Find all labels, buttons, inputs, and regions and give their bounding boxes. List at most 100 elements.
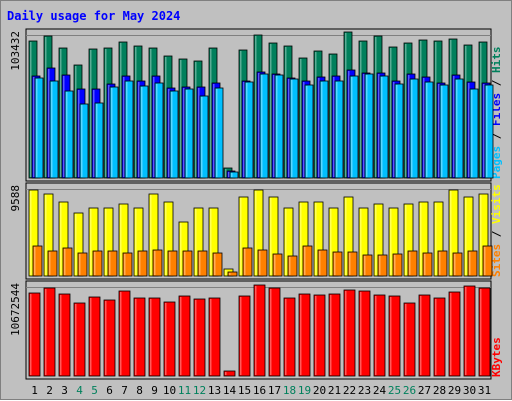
bar-highlight	[345, 33, 347, 177]
bar-pages-day-7	[124, 80, 134, 179]
bar-highlight	[60, 203, 62, 275]
bar-pages-day-6	[109, 86, 119, 179]
bar-highlight	[390, 48, 392, 177]
bar-highlight	[450, 191, 452, 275]
legend-part: Sites	[490, 244, 503, 277]
x-tick-label: 20	[313, 384, 326, 397]
bar-highlight	[259, 251, 261, 275]
bar-highlight	[45, 195, 47, 275]
bar-kbytes-day-18	[283, 297, 296, 377]
bar-pages-day-24	[379, 75, 389, 179]
bar-highlight	[405, 304, 407, 375]
bar-highlight	[198, 88, 200, 177]
bar-highlight	[124, 254, 126, 275]
bar-pages-day-22	[349, 75, 359, 179]
bar-highlight	[225, 169, 227, 177]
x-tick-label: 13	[208, 384, 221, 397]
x-tick-label: 8	[136, 384, 143, 397]
bar-pages-day-15	[244, 81, 254, 179]
bar-pages-day-3	[64, 90, 74, 179]
bar-highlight	[315, 296, 317, 375]
bar-highlight	[199, 252, 201, 275]
x-tick-label: 24	[373, 384, 387, 397]
bar-pages-day-2	[49, 80, 59, 179]
bar-highlight	[435, 203, 437, 275]
bar-highlight	[165, 57, 167, 177]
bar-kbytes-day-4	[73, 302, 86, 377]
bar-highlight	[300, 203, 302, 275]
bar-highlight	[165, 203, 167, 275]
bar-highlight	[216, 89, 218, 177]
bar-highlight	[465, 198, 467, 275]
bar-highlight	[258, 73, 260, 177]
bar-highlight	[396, 85, 398, 177]
bar-highlight	[349, 253, 351, 275]
bar-highlight	[435, 42, 437, 177]
bar-highlight	[364, 256, 366, 275]
bar-highlight	[30, 191, 32, 275]
bar-pages-day-19	[304, 84, 314, 179]
bar-pages-day-18	[289, 78, 299, 179]
bar-kbytes-day-23	[358, 290, 371, 377]
x-tick-label: 31	[478, 384, 491, 397]
bar-kbytes-day-16	[253, 284, 266, 377]
bar-kbytes-day-29	[448, 291, 461, 377]
bar-highlight	[411, 80, 413, 177]
bar-highlight	[486, 86, 488, 177]
bar-highlight	[351, 77, 353, 177]
bar-highlight	[454, 254, 456, 275]
bar-highlight	[345, 291, 347, 375]
legend-part: Hits	[490, 47, 503, 74]
bar-highlight	[420, 203, 422, 275]
bar-highlight	[123, 77, 125, 177]
x-tick-label: 1	[31, 384, 38, 397]
bar-highlight	[30, 42, 32, 177]
x-tick-label: 10	[163, 384, 176, 397]
bar-highlight	[141, 87, 143, 177]
bar-pages-day-8	[139, 85, 149, 179]
bar-highlight	[453, 76, 455, 177]
legend-part: /	[490, 224, 503, 244]
bar-sites-day-28	[437, 250, 448, 277]
bar-highlight	[465, 287, 467, 375]
bar-highlight	[321, 82, 323, 177]
bar-highlight	[333, 77, 335, 177]
bar-kbytes-day-6	[103, 299, 116, 377]
bar-pages-day-31	[484, 84, 494, 179]
bar-highlight	[60, 295, 62, 375]
bar-highlight	[75, 214, 77, 275]
bar-highlight	[375, 205, 377, 275]
bar-highlight	[240, 297, 242, 375]
bar-highlight	[438, 84, 440, 177]
bar-highlight	[426, 83, 428, 177]
bar-kbytes-day-5	[88, 296, 101, 377]
bar-highlight	[441, 86, 443, 177]
bar-sites-day-24	[377, 254, 388, 277]
bar-highlight	[34, 247, 36, 275]
bar-highlight	[214, 254, 216, 275]
panel-kbytes: 10672544 KBytes	[9, 280, 503, 380]
bar-highlight	[48, 69, 50, 177]
bar-pages-day-30	[469, 88, 479, 179]
bar-sites-day-21	[332, 251, 343, 277]
bar-pages-day-10	[169, 90, 179, 179]
x-tick-label: 18	[283, 384, 296, 397]
bar-highlight	[360, 209, 362, 275]
bar-highlight	[348, 71, 350, 177]
bar-pages-day-25	[394, 83, 404, 179]
bar-highlight	[90, 50, 92, 177]
bar-pages-day-5	[94, 102, 104, 179]
bar-highlight	[276, 76, 278, 177]
bar-kbytes-day-27	[418, 294, 431, 377]
bar-highlight	[408, 75, 410, 177]
x-tick-label: 26	[403, 384, 416, 397]
bar-highlight	[285, 209, 287, 275]
bar-highlight	[439, 252, 441, 275]
x-tick-label: 17	[268, 384, 281, 397]
bar-highlight	[390, 209, 392, 275]
bar-kbytes-day-1	[28, 292, 41, 377]
bar-highlight	[153, 77, 155, 177]
bar-highlight	[94, 252, 96, 275]
bar-sites-day-5	[92, 250, 103, 277]
bar-sites-day-25	[392, 253, 403, 277]
